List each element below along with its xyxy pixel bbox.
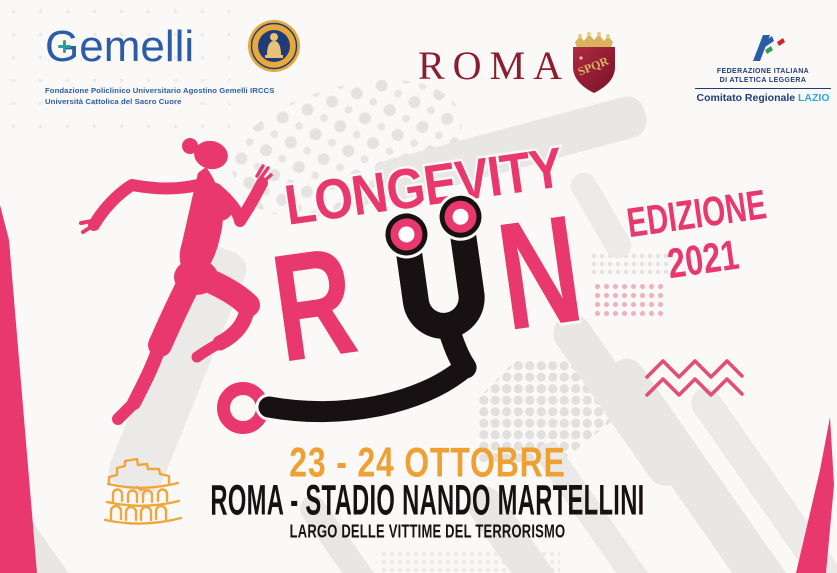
gemelli-subtitle: Fondazione Policlinico Universitario Ago… [45,86,325,107]
running-woman-icon [79,138,273,425]
fidal-divider [695,88,831,89]
mini-dots-grey [590,252,670,278]
fidal-logo: FEDERAZIONE ITALIANA DI ATLETICA LEGGERA… [693,33,833,104]
stethoscope-icon [214,354,478,437]
spqr-crest-icon: SPQR [573,32,615,93]
event-dates: 23 - 24 OTTOBRE [289,439,566,487]
fidal-mark-icon [753,35,785,61]
title-letter-n: N [489,183,592,363]
gemelli-subtitle-line2: Università Cattolica del Sacro Cuore [45,96,182,106]
stethoscope-u [382,192,488,379]
event-address: LARGO DELLE VITTIME DEL TERRORISMO [289,520,566,542]
event-venue: ROMA - STADIO NANDO MARTELLINI [210,477,645,525]
colosseum-icon [103,457,183,525]
zigzag-decoration [645,359,744,397]
fidal-region: LAZIO [798,92,830,104]
mini-dots-pink [593,282,663,316]
title-letter-r: R [263,215,366,395]
fidal-committee: Comitato Regionale LAZIO [696,92,830,104]
roma-wordmark: ROMA [418,43,571,88]
speckle-texture [0,0,230,130]
fidal-line2: DI ATLETICA LEGGERA [719,76,807,84]
gemelli-subtitle-line1: Fondazione Policlinico Universitario Ago… [45,86,275,95]
gemelli-cross-icon [58,40,71,53]
longevity-run-title: LONGEVITY R N [214,135,594,437]
edition-badge: EDIZIONE 2021 [592,179,809,297]
fidal-line1: FEDERAZIONE ITALIANA [716,68,810,75]
university-crest-icon [248,20,300,72]
